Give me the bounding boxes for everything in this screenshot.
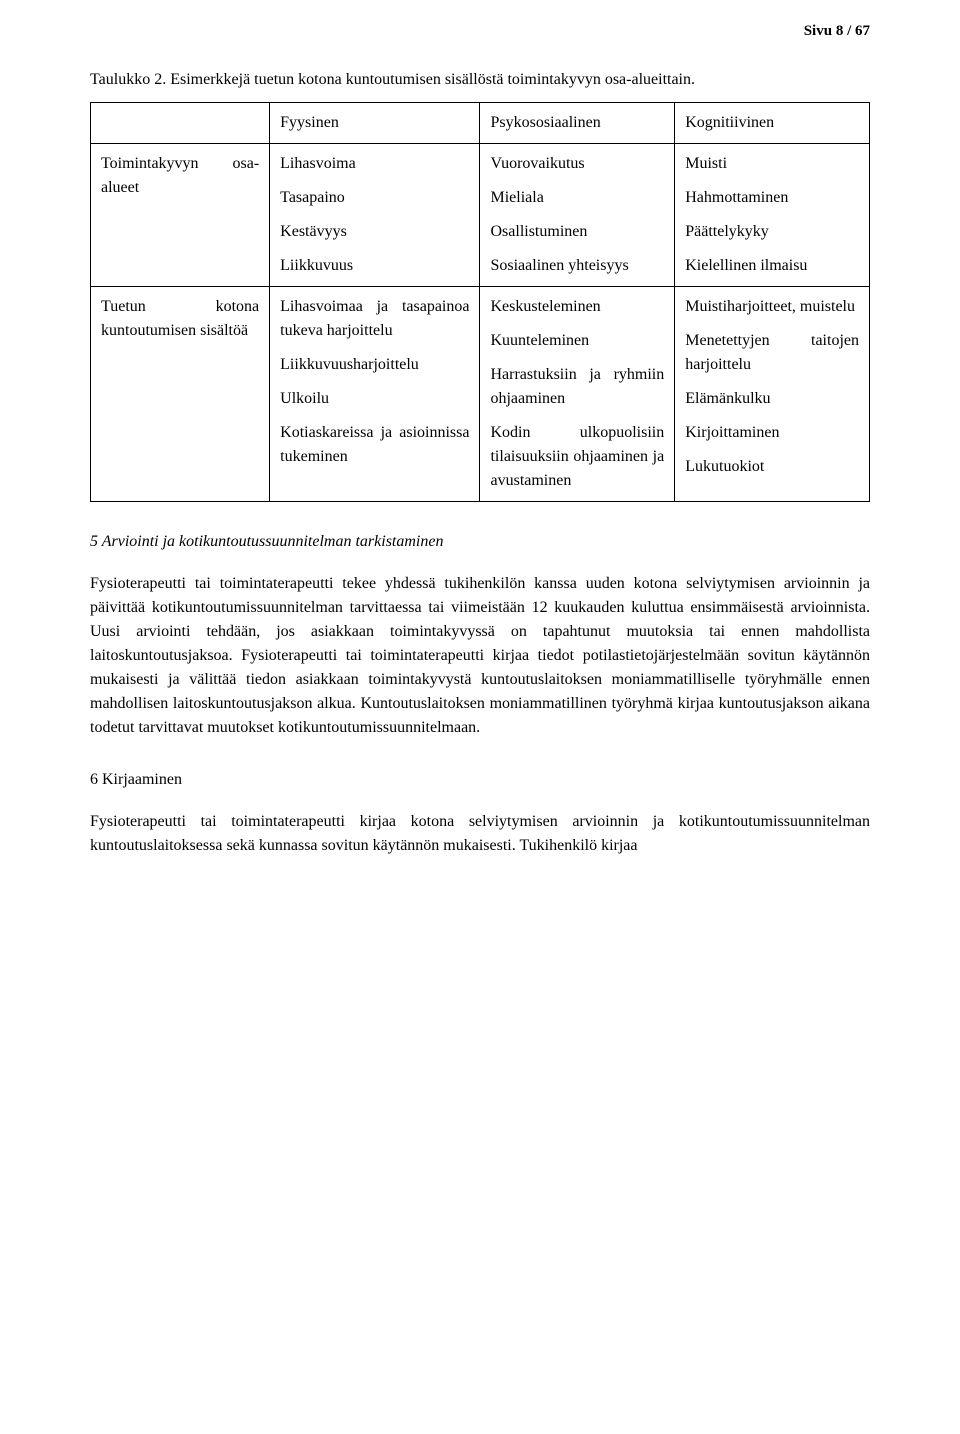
row1-physical: Lihasvoima Tasapaino Kestävyys Liikkuvuu… [270,144,480,287]
row1-psychosocial: Vuorovaikutus Mieliala Osallistuminen So… [480,144,675,287]
row2-physical: Lihasvoimaa ja tasapainoa tukeva harjoit… [270,287,480,502]
table-header-physical: Fyysinen [270,103,480,144]
section-5-body: Fysioterapeutti tai toimintaterapeutti t… [90,572,870,740]
page-number: Sivu 8 / 67 [804,20,870,43]
cell-text: Harrastuksiin ja ryhmiin ohjaaminen [490,363,664,411]
cell-text: Kirjoittaminen [685,421,859,445]
row2-cognitive: Muistiharjoitteet, muistelu Menetettyjen… [675,287,870,502]
cell-text: Mieliala [490,186,664,210]
row1-cognitive: Muisti Hahmottaminen Päättelykyky Kielel… [675,144,870,287]
table-header-cognitive: Kognitiivinen [675,103,870,144]
cell-text: Kuunteleminen [490,329,664,353]
cell-text: Muistiharjoitteet, muistelu [685,295,859,319]
row1-label: Toimintakyvyn osa-alueet [91,144,270,287]
table-header-blank [91,103,270,144]
cell-text: Ulkoilu [280,387,469,411]
row2-psychosocial: Keskusteleminen Kuunteleminen Harrastuks… [480,287,675,502]
section-5-heading: 5 Arviointi ja kotikuntoutussuunnitelman… [90,530,870,554]
cell-text: Päättelykyky [685,220,859,244]
table-header-psychosocial: Psykososiaalinen [480,103,675,144]
cell-text: Sosiaalinen yhteisyys [490,254,664,278]
cell-text: Kotiaskareissa ja asioinnissa tukeminen [280,421,469,469]
cell-text: Lukutuokiot [685,455,859,479]
cell-text: Elämänkulku [685,387,859,411]
cell-text: Vuorovaikutus [490,152,664,176]
section-6-heading: 6 Kirjaaminen [90,768,870,792]
cell-text: Lihasvoima [280,152,469,176]
table-example-content: Fyysinen Psykososiaalinen Kognitiivinen … [90,102,870,502]
cell-text: Kestävyys [280,220,469,244]
cell-text: Tasapaino [280,186,469,210]
cell-text: Lihasvoimaa ja tasapainoa tukeva harjoit… [280,295,469,343]
cell-text: Menetettyjen taitojen harjoittelu [685,329,859,377]
table-row: Toimintakyvyn osa-alueet Lihasvoima Tasa… [91,144,870,287]
section-6-body: Fysioterapeutti tai toimintaterapeutti k… [90,810,870,858]
table-caption: Taulukko 2. Esimerkkejä tuetun kotona ku… [90,68,870,92]
row2-label: Tuetun kotona kuntoutumisen sisältöä [91,287,270,502]
cell-text: Osallistuminen [490,220,664,244]
cell-text: Liikkuvuus [280,254,469,278]
cell-text: Hahmottaminen [685,186,859,210]
cell-text: Muisti [685,152,859,176]
table-header-row: Fyysinen Psykososiaalinen Kognitiivinen [91,103,870,144]
cell-text: Liikkuvuusharjoittelu [280,353,469,377]
cell-text: Kielellinen ilmaisu [685,254,859,278]
cell-text: Kodin ulkopuolisiin tilaisuuksiin ohjaam… [490,421,664,493]
table-row: Tuetun kotona kuntoutumisen sisältöä Lih… [91,287,870,502]
cell-text: Keskusteleminen [490,295,664,319]
